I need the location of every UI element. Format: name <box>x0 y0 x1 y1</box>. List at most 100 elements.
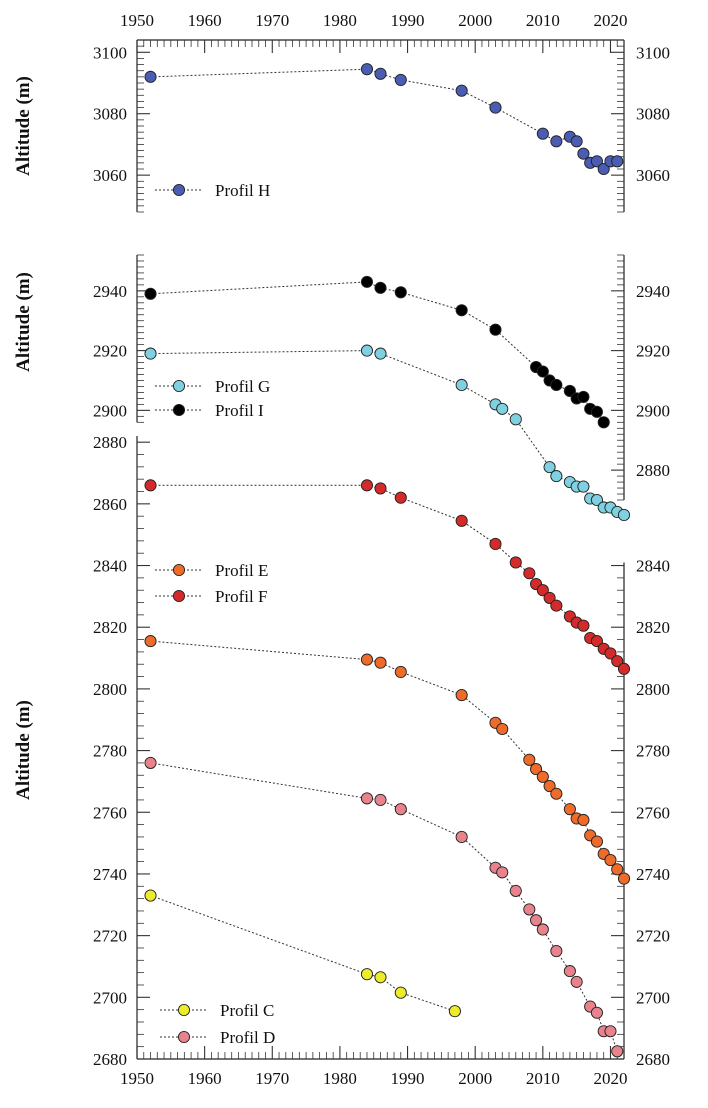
data-point <box>455 689 468 702</box>
y-tick-label-left: 2700 <box>93 988 127 1007</box>
data-point <box>374 793 387 806</box>
data-point <box>611 155 624 168</box>
data-point <box>523 567 536 580</box>
legend-marker <box>172 379 186 393</box>
data-point <box>144 70 157 83</box>
data-point <box>144 347 157 360</box>
legend-label: Profil G <box>215 377 270 396</box>
data-point <box>394 665 407 678</box>
data-point <box>360 653 374 666</box>
data-point <box>604 1025 617 1038</box>
data-point <box>448 1005 461 1018</box>
y-tick-label-left: 2720 <box>93 927 127 946</box>
data-point <box>394 986 407 999</box>
y-tick-label-right: 2740 <box>636 865 670 884</box>
data-point <box>550 135 563 148</box>
data-point <box>394 286 407 299</box>
legend-marker <box>172 563 186 577</box>
legend-label: Profil C <box>220 1001 274 1020</box>
series-line-profil-e <box>150 640 625 879</box>
y-axis-title: Altitude (m) <box>13 700 34 800</box>
x-tick-label-bottom: 2020 <box>593 1069 627 1088</box>
x-tick-label-bottom: 1980 <box>323 1069 357 1088</box>
data-point <box>550 378 563 392</box>
y-tick-label-right: 2840 <box>636 557 670 576</box>
legend-marker <box>172 183 186 197</box>
y-tick-label-left: 3080 <box>93 105 127 124</box>
y-tick-label-right: 2800 <box>636 680 670 699</box>
y-tick-label-left: 2860 <box>93 495 127 514</box>
x-tick-label-top: 2010 <box>526 11 560 30</box>
legend-label: Profil H <box>215 181 270 200</box>
data-point <box>523 903 536 916</box>
y-tick-label-right: 3080 <box>636 105 670 124</box>
data-point <box>374 971 387 984</box>
data-point <box>394 491 407 504</box>
x-tick-label-top: 2020 <box>593 11 627 30</box>
x-tick-label-top: 1990 <box>391 11 425 30</box>
x-tick-label-bottom: 2010 <box>526 1069 560 1088</box>
data-point <box>577 390 590 403</box>
y-tick-label-right: 2760 <box>636 803 670 822</box>
data-point <box>563 803 576 816</box>
data-point <box>509 884 522 897</box>
y-tick-label-right: 2880 <box>636 461 670 480</box>
data-point <box>563 384 576 397</box>
data-point <box>563 965 576 978</box>
x-tick-label-top: 1950 <box>120 11 154 30</box>
data-point <box>144 756 157 769</box>
data-point <box>523 753 536 766</box>
legend-label: Profil F <box>215 587 267 606</box>
data-point <box>597 416 610 429</box>
y-tick-label-left: 2800 <box>93 680 127 699</box>
data-point <box>604 647 617 660</box>
y-tick-label-right: 2700 <box>636 988 670 1007</box>
y-tick-label-right: 3060 <box>636 166 670 185</box>
data-point <box>394 803 407 816</box>
data-point <box>536 770 549 783</box>
series-line-profil-c <box>150 895 456 1012</box>
data-point <box>590 405 603 418</box>
y-tick-label-left: 2920 <box>93 342 127 361</box>
y-tick-label-right: 2680 <box>636 1050 670 1069</box>
data-point <box>611 863 624 876</box>
series-line-profil-g <box>150 350 625 516</box>
data-point <box>360 792 374 805</box>
data-point <box>489 537 502 550</box>
y-tick-label-right: 2900 <box>636 401 670 420</box>
y-tick-label-right: 2720 <box>636 927 670 946</box>
data-point <box>590 493 603 507</box>
y-tick-label-right: 3100 <box>636 43 670 62</box>
x-tick-label-top: 2000 <box>458 11 492 30</box>
data-point <box>590 155 603 168</box>
y-tick-label-left: 2780 <box>93 742 127 761</box>
data-point <box>374 347 387 360</box>
data-point <box>590 835 603 848</box>
data-point <box>590 1006 603 1019</box>
series-line-profil-h <box>150 68 618 170</box>
y-tick-label-left: 2740 <box>93 865 127 884</box>
data-point <box>509 413 522 426</box>
y-tick-label-right: 2940 <box>636 282 670 301</box>
x-tick-label-top: 1980 <box>323 11 357 30</box>
data-point <box>570 135 583 148</box>
data-point <box>597 162 610 176</box>
data-point <box>543 780 556 793</box>
x-tick-label-bottom: 2000 <box>458 1069 492 1088</box>
data-point <box>536 365 549 378</box>
y-tick-label-right: 2820 <box>636 618 670 637</box>
data-point <box>509 556 522 569</box>
data-point <box>496 402 509 415</box>
data-point <box>144 479 157 492</box>
data-point <box>604 854 617 867</box>
data-point <box>455 304 468 317</box>
y-tick-label-left: 2880 <box>93 433 127 452</box>
data-point <box>550 470 563 483</box>
data-point <box>577 619 590 632</box>
y-tick-label-right: 2920 <box>636 342 670 361</box>
data-point <box>374 482 387 495</box>
data-point <box>550 945 563 958</box>
data-point <box>360 63 374 76</box>
legend-label: Profil I <box>215 401 264 420</box>
